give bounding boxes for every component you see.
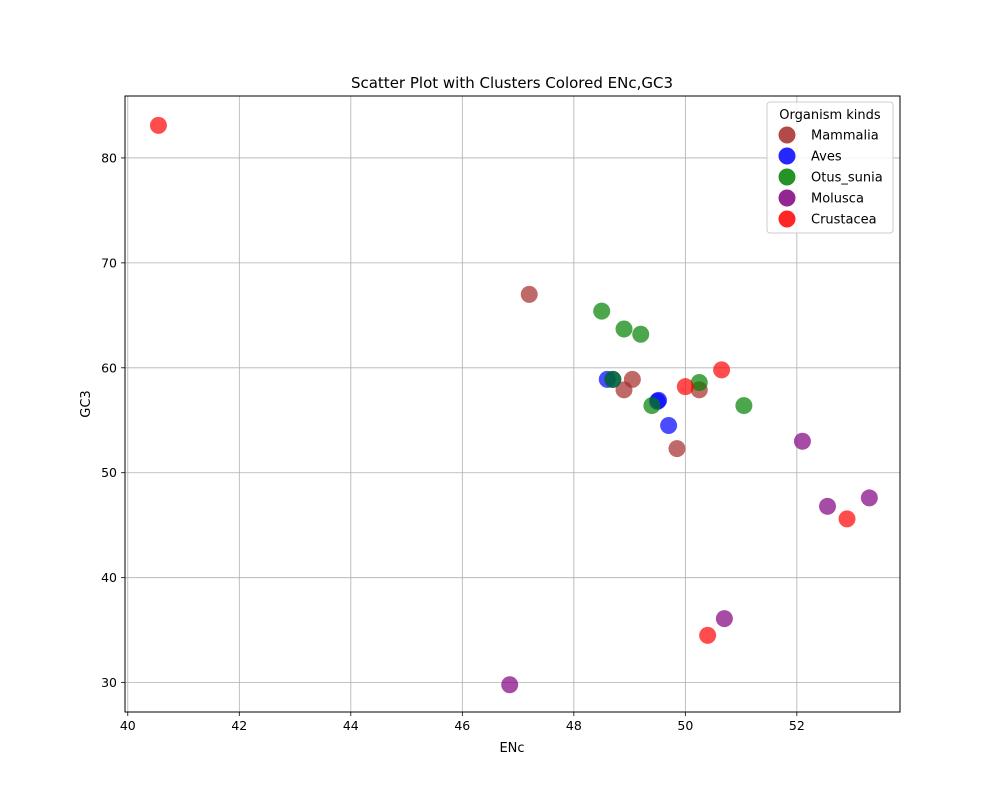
legend-items: Mammalia Aves Otus_sunia Molusca Crustacea [778, 126, 883, 228]
point-crustacea [713, 361, 731, 379]
point-otus-sunia [643, 397, 661, 415]
y-tick-label: 60 [101, 360, 117, 375]
point-mammalia [623, 370, 641, 388]
y-axis-label: GC3 [79, 390, 94, 417]
x-tick-label: 46 [454, 718, 470, 733]
legend-marker-crustacea [778, 210, 796, 228]
legend-marker-mammalia [778, 126, 796, 144]
point-otus-sunia [615, 320, 633, 338]
point-molusca [860, 489, 878, 507]
chart-title: Scatter Plot with Clusters Colored ENc,G… [351, 74, 673, 92]
x-tick-label: 50 [677, 718, 693, 733]
y-tick-label: 40 [101, 570, 117, 585]
y-tick-label: 80 [101, 150, 117, 165]
point-otus-sunia [735, 397, 753, 415]
y-axis-ticks: 30 40 50 60 70 80 [101, 150, 125, 690]
x-tick-label: 48 [566, 718, 582, 733]
x-tick-label: 44 [343, 718, 359, 733]
legend-box [766, 101, 894, 234]
legend-label-crustacea: Crustacea [811, 213, 877, 228]
point-crustacea [699, 626, 717, 644]
point-otus-sunia [604, 370, 622, 388]
x-tick-label: 42 [231, 718, 247, 733]
x-tick-label: 52 [789, 718, 805, 733]
point-otus-sunia [593, 302, 611, 320]
y-tick-label: 70 [101, 255, 117, 270]
x-tick-label: 40 [120, 718, 136, 733]
point-mammalia [668, 440, 686, 458]
legend: Organism kinds Mammalia Aves Otus_sunia Mol… [766, 101, 894, 234]
point-aves [660, 417, 678, 435]
point-otus-sunia [690, 373, 708, 391]
y-tick-label: 30 [101, 675, 117, 690]
x-axis-ticks: 40 42 44 46 48 50 52 [120, 712, 805, 733]
plot-frame [124, 95, 901, 713]
point-otus-sunia [632, 325, 650, 343]
data-points [149, 116, 878, 694]
legend-marker-aves [778, 147, 796, 165]
legend-label-mammalia: Mammalia [811, 129, 879, 144]
point-mammalia [520, 285, 538, 303]
point-molusca [819, 497, 837, 515]
legend-marker-molusca [778, 189, 796, 207]
point-crustacea [676, 378, 694, 396]
legend-label-otus-sunia: Otus_sunia [811, 171, 883, 186]
point-crustacea [838, 510, 856, 528]
point-crustacea [149, 116, 167, 134]
legend-label-aves: Aves [811, 150, 842, 165]
legend-title: Organism kinds [779, 108, 881, 123]
point-molusca [793, 432, 811, 450]
x-axis-label: ENc [499, 741, 524, 756]
legend-marker-otus-sunia [778, 168, 796, 186]
legend-label-molusca: Molusca [811, 192, 864, 207]
point-molusca [501, 676, 519, 694]
y-tick-label: 50 [101, 465, 117, 480]
point-molusca [715, 610, 733, 628]
